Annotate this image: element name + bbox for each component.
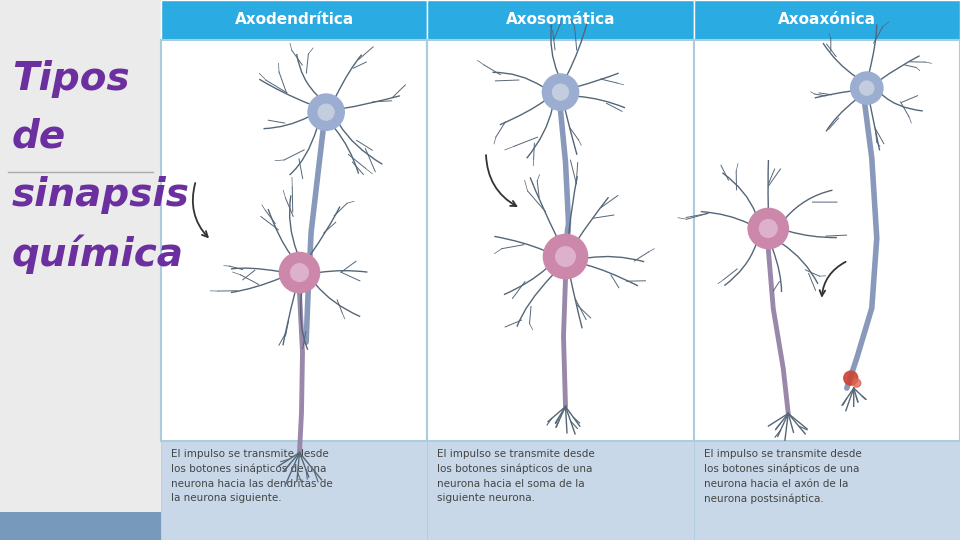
Circle shape <box>291 264 308 281</box>
Text: El impulso se transmite desde
los botones sinápticos de una
neurona hacia el som: El impulso se transmite desde los botone… <box>438 449 595 503</box>
Circle shape <box>542 74 579 110</box>
Circle shape <box>759 219 778 238</box>
Bar <box>427 40 694 441</box>
Text: Tipos: Tipos <box>12 60 130 98</box>
Text: Axoaxónica: Axoaxónica <box>778 12 876 28</box>
Circle shape <box>852 379 861 387</box>
Bar <box>694 40 960 441</box>
Bar <box>161 40 427 441</box>
Circle shape <box>844 371 858 385</box>
Bar <box>0 512 161 540</box>
Text: El impulso se transmite desde
los botones sinápticos de una
neurona hacia las de: El impulso se transmite desde los botone… <box>171 449 333 503</box>
Circle shape <box>543 234 588 279</box>
Bar <box>427 441 694 540</box>
Bar <box>161 441 427 540</box>
Text: Axodendrítica: Axodendrítica <box>234 12 354 28</box>
Text: Axosomática: Axosomática <box>506 12 615 28</box>
Bar <box>427 0 694 40</box>
Bar <box>694 0 960 40</box>
Circle shape <box>556 247 575 266</box>
Circle shape <box>748 208 788 248</box>
Circle shape <box>552 84 568 100</box>
Bar <box>161 0 427 40</box>
Circle shape <box>279 253 320 293</box>
Circle shape <box>859 81 874 96</box>
Circle shape <box>851 72 883 104</box>
Text: sinapsis: sinapsis <box>12 176 190 214</box>
Text: química: química <box>12 234 184 273</box>
Circle shape <box>308 94 344 130</box>
Text: El impulso se transmite desde
los botones sinápticos de una
neurona hacia el axó: El impulso se transmite desde los botone… <box>704 449 861 504</box>
Text: de: de <box>12 118 66 156</box>
Circle shape <box>318 104 334 120</box>
Bar <box>694 441 960 540</box>
